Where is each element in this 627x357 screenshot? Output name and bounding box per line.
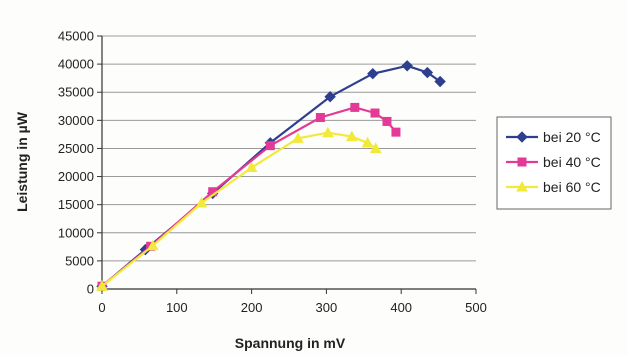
series-lines <box>96 60 446 292</box>
data-point <box>367 67 379 80</box>
x-tick-label: 200 <box>241 300 263 315</box>
legend-marker <box>516 180 528 192</box>
data-point <box>401 60 413 72</box>
y-tick-label: 10000 <box>58 225 94 240</box>
data-point <box>350 102 360 112</box>
data-point <box>434 75 446 88</box>
series-1 <box>96 60 446 292</box>
y-tick-label: 45000 <box>58 29 94 44</box>
data-point <box>292 132 304 143</box>
y-tick-label: 35000 <box>58 85 94 100</box>
y-axis-title: Leistung in µW <box>14 111 30 212</box>
y-tick-label: 40000 <box>58 57 94 72</box>
y-tick-label: 30000 <box>58 113 94 128</box>
legend-label: bei 60 °C <box>543 179 601 195</box>
data-point <box>382 116 392 126</box>
data-point <box>369 142 382 153</box>
x-axis-tick-labels: 0 100 200 300 400 500 <box>98 300 486 315</box>
x-tick-label: 0 <box>98 300 105 315</box>
legend: bei 20 °C bei 40 °C bei 60 °C <box>496 116 612 210</box>
legend-label: bei 20 °C <box>543 129 601 145</box>
data-point <box>345 130 358 142</box>
x-tick-label: 500 <box>465 300 487 315</box>
data-point <box>421 66 434 79</box>
y-tick-label: 15000 <box>58 197 94 212</box>
data-point <box>265 141 275 151</box>
y-tick-label: 0 <box>87 282 94 297</box>
data-point <box>315 113 325 123</box>
data-point <box>322 126 334 138</box>
x-tick-label: 100 <box>166 300 188 315</box>
x-tick-label: 300 <box>316 300 338 315</box>
data-point <box>147 239 159 251</box>
data-point <box>96 280 108 291</box>
legend-label: bei 40 °C <box>543 154 601 170</box>
series-line <box>101 131 377 288</box>
data-point <box>324 91 336 103</box>
x-tick-label: 400 <box>390 300 412 315</box>
data-point <box>370 108 380 118</box>
y-tick-label: 5000 <box>65 253 94 268</box>
legend-marker <box>517 157 527 167</box>
y-tick-label: 20000 <box>58 169 94 184</box>
data-point <box>361 136 374 148</box>
y-tick-label: 25000 <box>58 141 94 156</box>
data-point <box>391 127 401 137</box>
series-2 <box>97 102 401 291</box>
data-point <box>245 161 258 173</box>
legend-entries: bei 20 °C bei 40 °C bei 60 °C <box>506 129 601 195</box>
series-line <box>101 64 441 288</box>
series-3 <box>96 126 382 291</box>
y-axis-tick-labels: 0 5000 10000 15000 20000 25000 30000 35000 40000… <box>58 29 94 297</box>
data-point <box>195 196 208 208</box>
x-axis-title: Spannung in mV <box>235 335 346 351</box>
axes <box>97 35 477 294</box>
legend-marker <box>516 131 528 143</box>
